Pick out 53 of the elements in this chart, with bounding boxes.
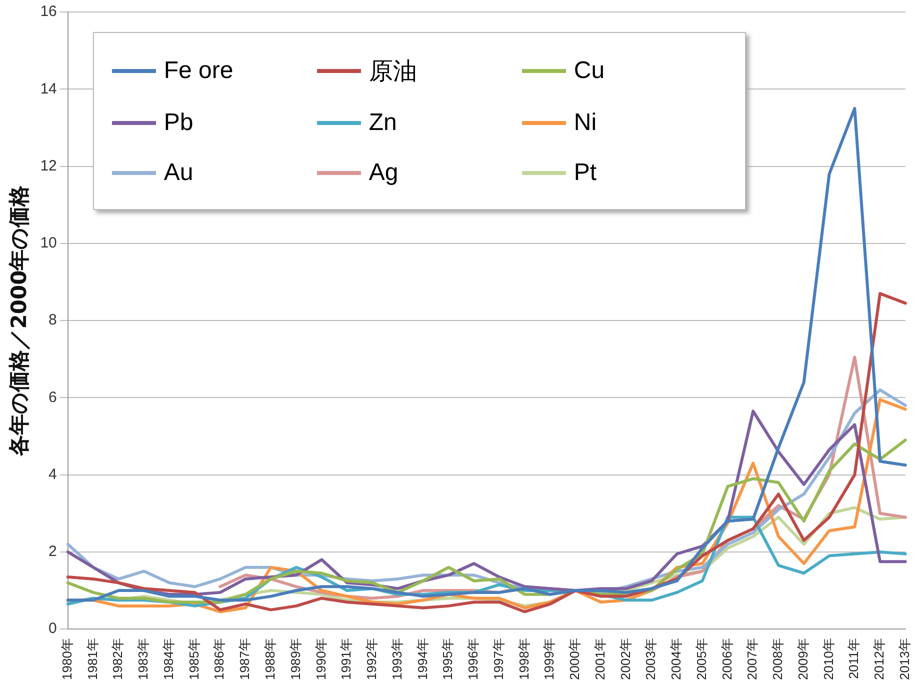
x-tick-label: 1983年 [136, 638, 151, 680]
x-tick-label: 2001年 [592, 638, 608, 680]
legend-label: Pt [574, 159, 597, 187]
x-tick-label: 1995年 [440, 638, 456, 680]
y-tick-label: 10 [40, 234, 57, 252]
x-tick-label: 1997年 [490, 638, 506, 680]
x-tick-label: 1989年 [288, 638, 303, 680]
x-tick-label: 1996年 [466, 638, 481, 680]
legend-label: Ni [574, 109, 597, 137]
x-tick-label: 1992年 [364, 638, 380, 680]
x-tick-label: 2007年 [744, 638, 760, 680]
legend-label: Cu [574, 57, 605, 85]
y-tick-label: 0 [48, 620, 57, 638]
x-tick-label: 2002年 [618, 638, 633, 680]
x-tick-label: 2009年 [795, 638, 810, 680]
y-tick-label: 2 [48, 543, 57, 560]
y-axis-title: 各年の価格／2000年の価格 [7, 184, 32, 457]
x-tick-label: 2006年 [719, 638, 734, 680]
y-tick-label: 14 [40, 80, 57, 98]
x-tick-label: 1993年 [389, 638, 404, 680]
x-tick-label: 2000年 [567, 638, 582, 680]
legend-label: Ag [368, 159, 398, 187]
y-tick-label: 8 [48, 312, 57, 329]
x-tick-label: 2010年 [820, 638, 836, 680]
y-tick-label: 4 [48, 466, 57, 483]
legend-label: Pb [164, 109, 194, 137]
x-tick-label: 1981年 [84, 638, 100, 680]
x-tick-label: 2004年 [668, 638, 684, 680]
x-tick-label: 1991年 [338, 638, 354, 680]
y-tick-label: 16 [40, 3, 57, 20]
legend-label: Zn [368, 109, 397, 137]
x-tick-label: 1999年 [542, 638, 557, 680]
x-tick-label: 1984年 [160, 638, 176, 680]
legend-label: 原油 [368, 57, 417, 87]
x-tick-label: 1982年 [110, 638, 126, 680]
x-tick-label: 2005年 [694, 638, 709, 680]
x-tick-label: 2012年 [872, 638, 887, 680]
legend-label: Fe ore [164, 57, 234, 85]
y-tick-label: 12 [40, 157, 57, 174]
x-tick-label: 1998年 [516, 638, 532, 680]
x-tick-label: 1986年 [212, 638, 227, 680]
y-tick-label: 6 [48, 388, 57, 406]
x-tick-label: 1988年 [262, 638, 278, 680]
legend-label: Au [164, 159, 194, 187]
x-tick-label: 1990年 [313, 638, 328, 680]
x-tick-label: 2003年 [643, 638, 658, 680]
x-tick-label: 2008年 [770, 638, 786, 680]
x-tick-label: 1994年 [414, 638, 430, 680]
x-tick-label: 2013年 [896, 638, 912, 680]
x-tick-label: 1987年 [237, 638, 252, 680]
x-tick-label: 1985年 [186, 638, 202, 680]
x-tick-label: 2011年 [846, 638, 862, 680]
x-tick-label: 1980年 [59, 638, 74, 680]
